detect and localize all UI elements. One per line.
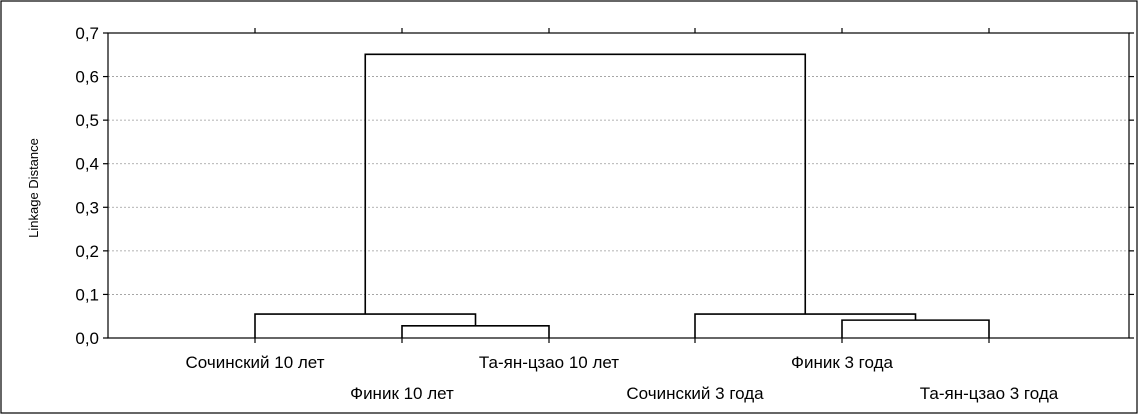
leaf-label: Сочинский 10 лет (186, 353, 325, 372)
leaf-label: Финик 10 лет (350, 384, 454, 403)
y-tick-label: 0,0 (75, 329, 99, 348)
y-tick-label: 0,6 (75, 68, 99, 87)
leaf-label: Финик 3 года (791, 353, 893, 372)
y-tick-label: 0,5 (75, 111, 99, 130)
dendrogram-link (254, 313, 477, 338)
axis-ticks: 0,0 0,1 0,2 0,3 0,4 0,5 0,6 0,7 (75, 24, 1134, 348)
y-tick-label: 0,4 (75, 155, 99, 174)
y-tick-label: 0,1 (75, 285, 99, 304)
dendrogram-link (694, 313, 917, 338)
dendrogram-link (364, 53, 807, 315)
grid-lines (108, 76, 1129, 295)
y-tick-label: 0,7 (75, 24, 99, 43)
dendrogram-link (841, 319, 990, 338)
dendrogram-links (254, 53, 990, 338)
leaf-labels: Сочинский 10 лет Финик 10 лет Та-ян-цзао 1… (186, 353, 1059, 403)
y-axis-title: Linkage Distance (26, 138, 41, 238)
plot-frame (107, 32, 1130, 339)
leaf-label: Та-ян-цзао 3 года (920, 384, 1059, 403)
dendrogram-link (401, 325, 550, 338)
y-tick-label: 0,2 (75, 242, 99, 261)
y-tick-label: 0,3 (75, 198, 99, 217)
leaf-label: Та-ян-цзао 10 лет (479, 353, 619, 372)
leaf-label: Сочинский 3 года (626, 384, 764, 403)
